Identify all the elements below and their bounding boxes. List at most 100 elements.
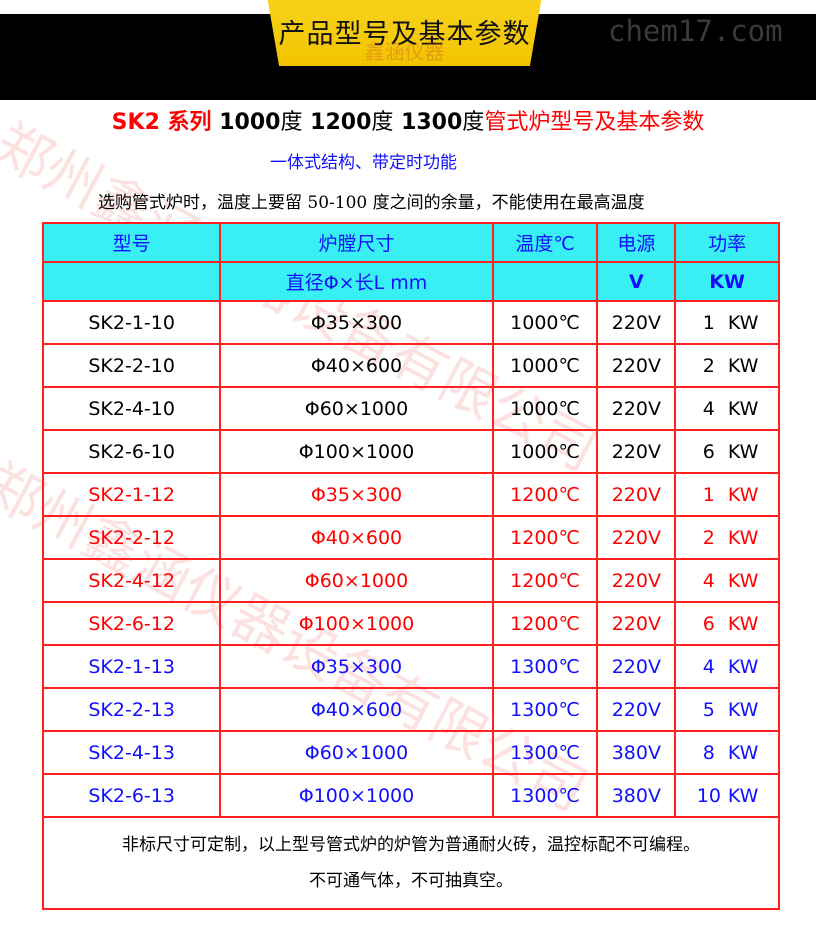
- cell-model: SK2-6-10: [41, 429, 222, 474]
- power-value: 1: [702, 483, 715, 506]
- subtitle: 一体式结构、带定时功能: [270, 153, 457, 173]
- header-power-unit: KW: [674, 261, 780, 302]
- power-unit: KW: [727, 311, 759, 334]
- footer-line: 非标尺寸可定制，以上型号管式炉的炉管为普通耐火砖，温控标配不可编程。: [122, 835, 700, 855]
- table-row: SK2-2-13 Φ40×600 1300℃ 220V 5 KW: [41, 687, 780, 732]
- power-value: 5: [702, 698, 715, 721]
- cell-model: SK2-4-10: [41, 386, 222, 431]
- power-unit: KW: [727, 784, 759, 807]
- cell-size: Φ35×300: [219, 472, 494, 517]
- cell-size: Φ35×300: [219, 300, 494, 345]
- header-temp-sub: [491, 261, 599, 302]
- cell-voltage: 220V: [596, 472, 677, 517]
- power-value: 2: [702, 354, 715, 377]
- power-unit: KW: [727, 741, 759, 764]
- header-power-source: 电源: [596, 222, 677, 263]
- table-row: SK2-6-10 Φ100×1000 1000℃ 220V 6 KW: [41, 429, 780, 474]
- power-value: 10: [696, 784, 721, 807]
- cell-temp: 1200℃: [491, 558, 599, 603]
- table-row: SK2-6-13 Φ100×1000 1300℃ 380V 10 KW: [41, 773, 780, 818]
- cell-power: 6 KW: [674, 429, 780, 474]
- power-unit: KW: [727, 483, 759, 506]
- title-unit: 度: [371, 110, 394, 135]
- power-unit: KW: [727, 526, 759, 549]
- cell-model: SK2-2-10: [41, 343, 222, 388]
- banner-title: 产品型号及基本参数: [278, 19, 531, 50]
- cell-power: 10 KW: [674, 773, 780, 818]
- cell-temp: 1200℃: [491, 515, 599, 560]
- cell-voltage: 220V: [596, 429, 677, 474]
- header-model-sub: [41, 261, 222, 302]
- cell-power: 2 KW: [674, 515, 780, 560]
- table-row: SK2-4-12 Φ60×1000 1200℃ 220V 4 KW: [41, 558, 780, 603]
- power-value: 8: [702, 741, 715, 764]
- page-title: SK2 系列 1000度 1200度 1300度管式炉型号及基本参数: [0, 104, 816, 136]
- power-value: 4: [702, 569, 715, 592]
- cell-voltage: 380V: [596, 773, 677, 818]
- title-temp: 1000: [219, 110, 281, 135]
- power-value: 2: [702, 526, 715, 549]
- cell-power: 4 KW: [674, 558, 780, 603]
- header-model: 型号: [41, 222, 222, 263]
- spec-table: 型号 炉膛尺寸 温度℃ 电源 功率 直径Φ×长L mm V KW SK2-1-1…: [41, 222, 780, 910]
- cell-model: SK2-1-10: [41, 300, 222, 345]
- cell-power: 8 KW: [674, 730, 780, 775]
- cell-power: 6 KW: [674, 601, 780, 646]
- header-temp: 温度℃: [491, 222, 599, 263]
- cell-size: Φ100×1000: [219, 773, 494, 818]
- power-value: 4: [702, 397, 715, 420]
- cell-voltage: 220V: [596, 601, 677, 646]
- table-row: SK2-1-12 Φ35×300 1200℃ 220V 1 KW: [41, 472, 780, 517]
- power-value: 1: [702, 311, 715, 334]
- cell-voltage: 220V: [596, 386, 677, 431]
- table-row: SK2-1-10 Φ35×300 1000℃ 220V 1 KW: [41, 300, 780, 345]
- cell-power: 1 KW: [674, 472, 780, 517]
- cell-power: 4 KW: [674, 644, 780, 689]
- header-power: 功率: [674, 222, 780, 263]
- header-power-source-unit: V: [596, 261, 677, 302]
- power-unit: KW: [727, 655, 759, 678]
- power-unit: KW: [727, 698, 759, 721]
- cell-size: Φ40×600: [219, 687, 494, 732]
- cell-size: Φ40×600: [219, 343, 494, 388]
- cell-temp: 1200℃: [491, 601, 599, 646]
- table-row: SK2-4-10 Φ60×1000 1000℃ 220V 4 KW: [41, 386, 780, 431]
- title-temp: 1300: [401, 110, 463, 135]
- cell-temp: 1200℃: [491, 472, 599, 517]
- power-unit: KW: [727, 612, 759, 635]
- cell-size: Φ40×600: [219, 515, 494, 560]
- cell-power: 5 KW: [674, 687, 780, 732]
- cell-voltage: 380V: [596, 730, 677, 775]
- table-row: SK2-2-10 Φ40×600 1000℃ 220V 2 KW: [41, 343, 780, 388]
- cell-model: SK2-2-13: [41, 687, 222, 732]
- cell-model: SK2-4-12: [41, 558, 222, 603]
- cell-temp: 1300℃: [491, 730, 599, 775]
- cell-power: 2 KW: [674, 343, 780, 388]
- title-unit: 度: [280, 110, 303, 135]
- cell-temp: 1300℃: [491, 773, 599, 818]
- table-row: SK2-1-13 Φ35×300 1300℃ 220V 4 KW: [41, 644, 780, 689]
- cell-temp: 1300℃: [491, 644, 599, 689]
- title-temp: 1200: [310, 110, 372, 135]
- cell-power: 1 KW: [674, 300, 780, 345]
- title-unit: 度: [462, 110, 485, 135]
- site-watermark: chem17.com: [608, 14, 783, 48]
- cell-voltage: 220V: [596, 687, 677, 732]
- cell-size: Φ100×1000: [219, 601, 494, 646]
- power-unit: KW: [727, 440, 759, 463]
- banner-watermark: 鑫涵仪器: [364, 40, 445, 64]
- cell-voltage: 220V: [596, 515, 677, 560]
- cell-power: 4 KW: [674, 386, 780, 431]
- cell-model: SK2-2-12: [41, 515, 222, 560]
- power-unit: KW: [727, 354, 759, 377]
- header-size-sub: 直径Φ×长L mm: [219, 261, 494, 302]
- table-row: SK2-4-13 Φ60×1000 1300℃ 380V 8 KW: [41, 730, 780, 775]
- cell-size: Φ100×1000: [219, 429, 494, 474]
- table-footer: 非标尺寸可定制，以上型号管式炉的炉管为普通耐火砖，温控标配不可编程。 不可通气体…: [42, 816, 780, 910]
- cell-model: SK2-4-13: [41, 730, 222, 775]
- power-unit: KW: [727, 397, 759, 420]
- cell-voltage: 220V: [596, 300, 677, 345]
- cell-size: Φ60×1000: [219, 386, 494, 431]
- power-value: 4: [702, 655, 715, 678]
- cell-temp: 1000℃: [491, 429, 599, 474]
